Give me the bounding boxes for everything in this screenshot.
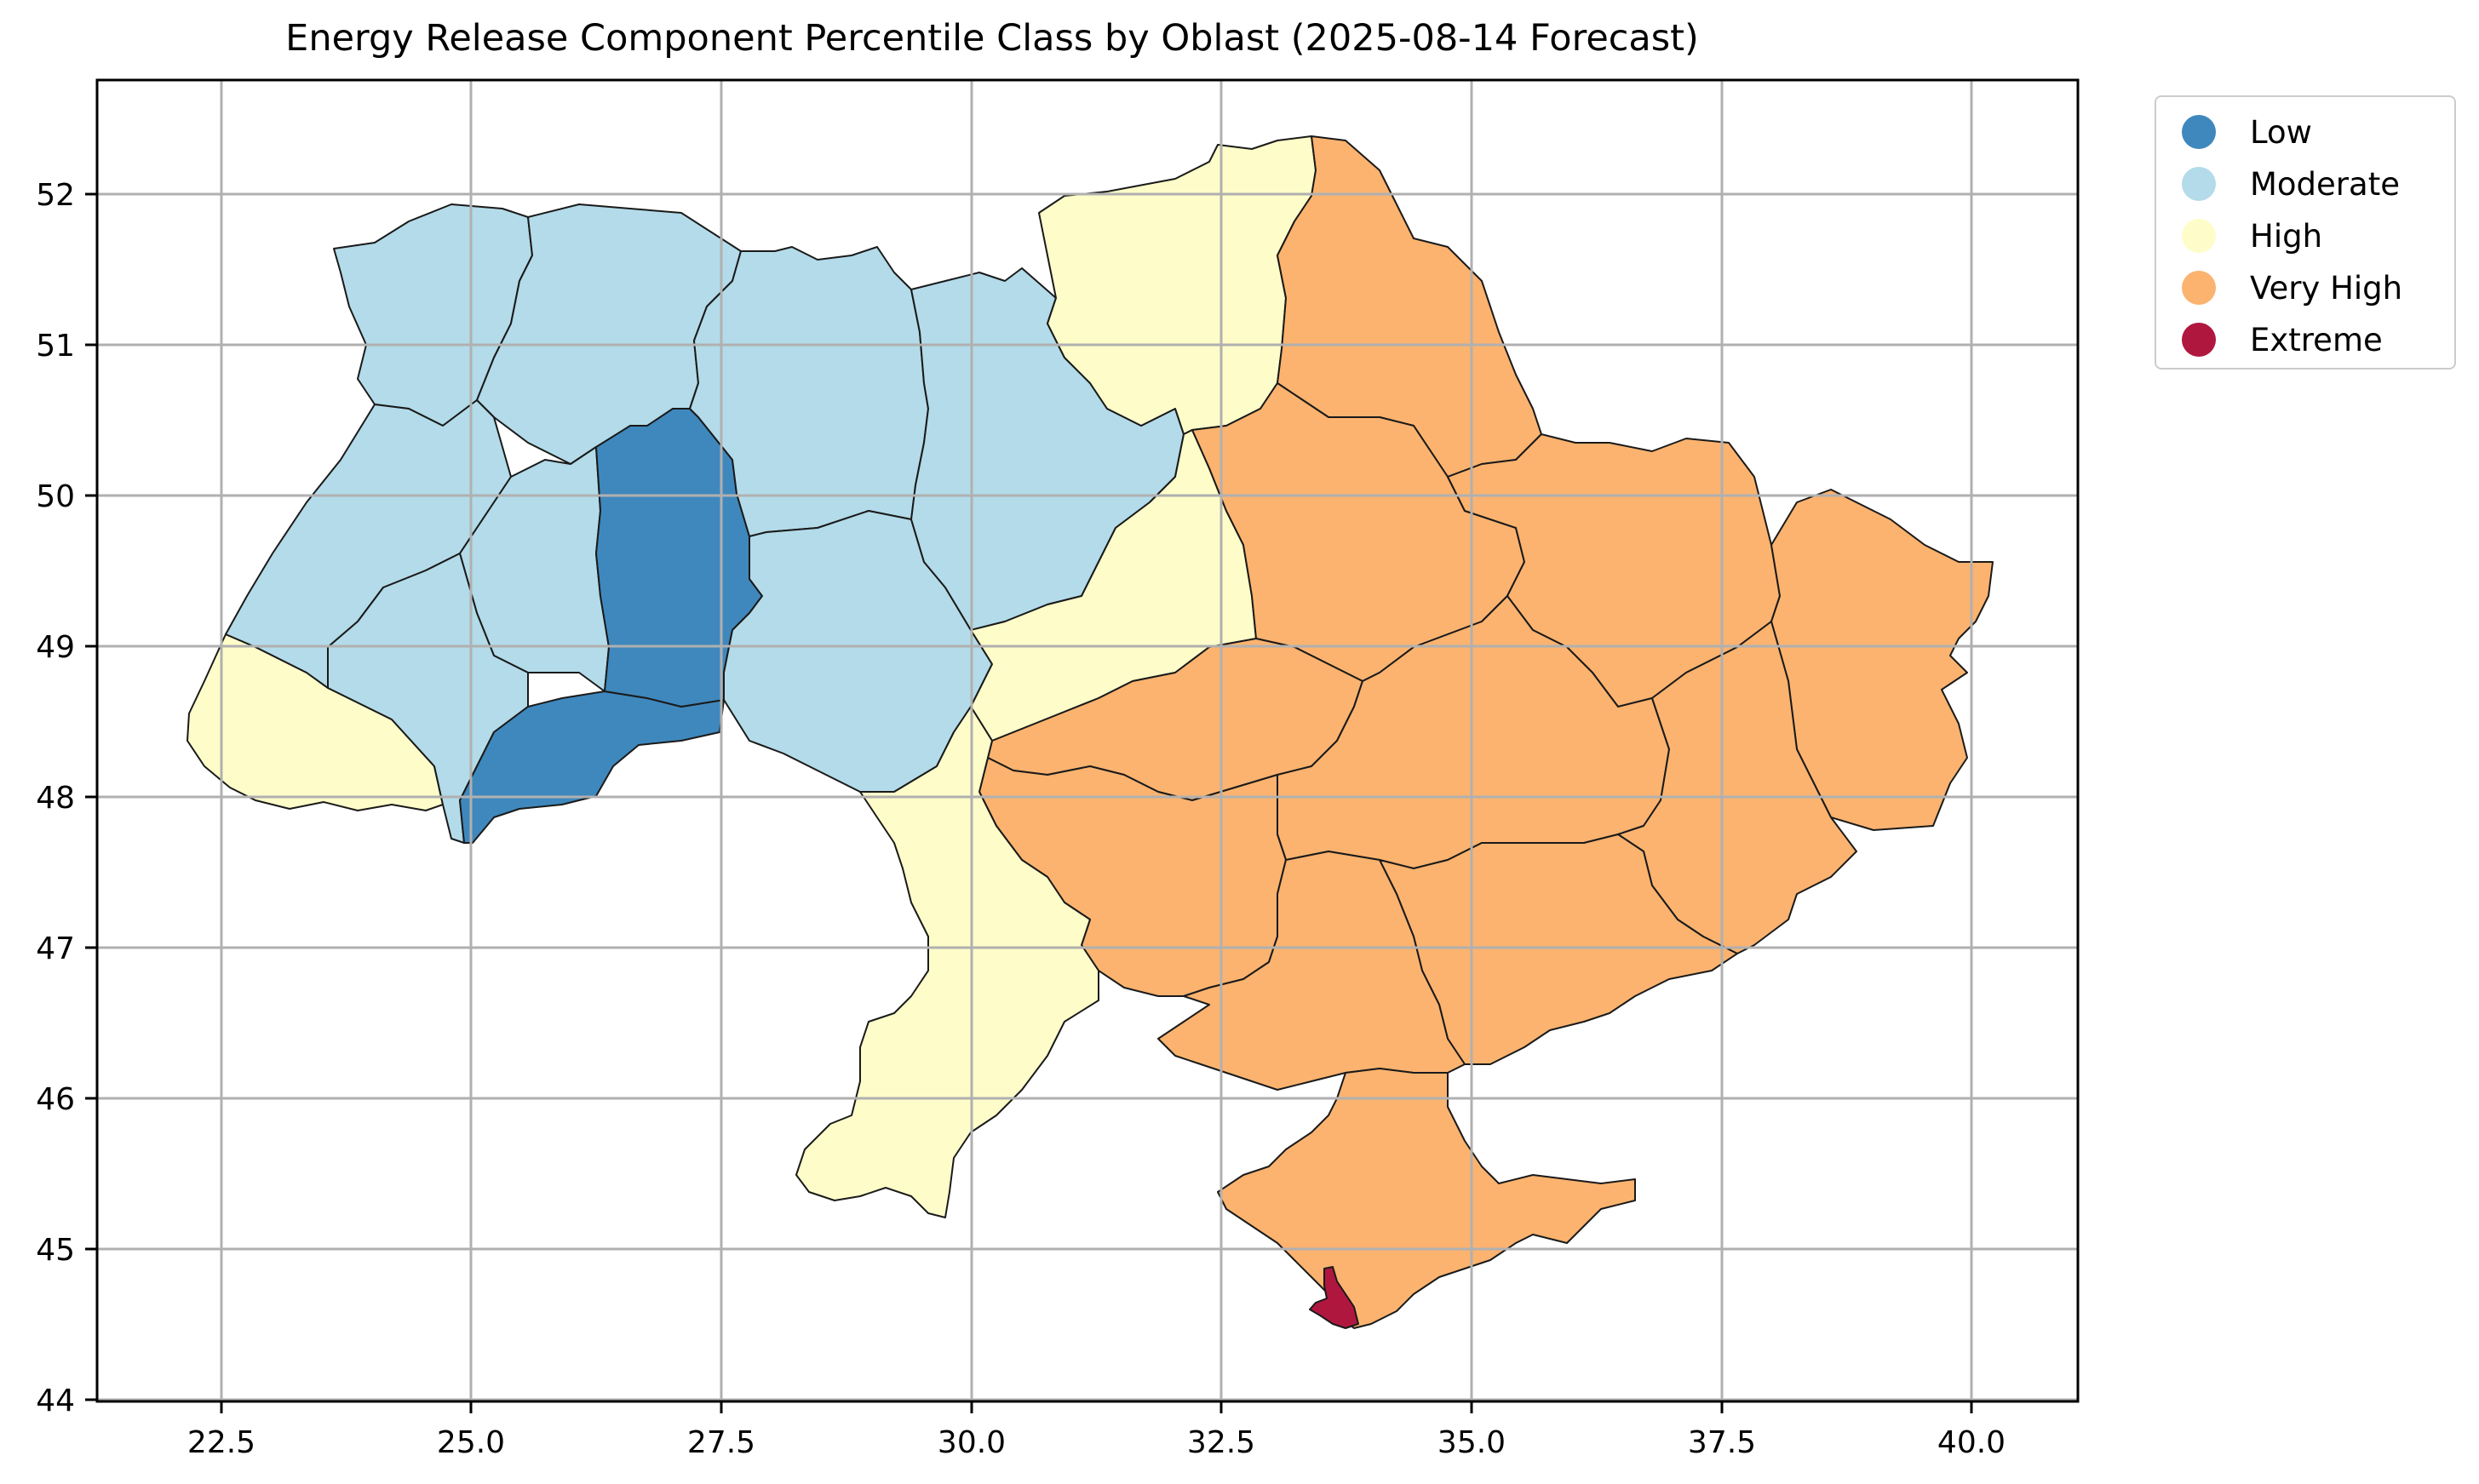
legend-label: Extreme [2250,321,2383,358]
legend-marker-moderate [2182,167,2216,201]
grid-lines [97,80,2078,1401]
region-donetsk[interactable] [1617,621,1857,954]
legend-label: Moderate [2250,165,2400,203]
legend-marker-low [2182,115,2216,149]
y-tick-label: 49 [36,630,75,665]
legend-marker-high [2182,219,2216,253]
legend-item-extreme: Extreme [2182,318,2383,361]
x-tick-label: 40.0 [1937,1425,2006,1460]
legend-label: Very High [2250,269,2403,307]
y-tick-label: 51 [36,329,75,364]
x-tick-label: 25.0 [437,1425,505,1460]
legend-item-high: High [2182,215,2322,257]
x-tick-label: 32.5 [1187,1425,1255,1460]
region-crimea[interactable] [1217,1068,1636,1329]
legend: Low Moderate High Very High Extreme [2155,95,2456,370]
legend-marker-very-high [2182,271,2216,305]
y-tick-label: 50 [36,479,75,514]
x-tick-labels: 22.5 25.0 27.5 30.0 32.5 35.0 37.5 40.0 [187,1425,2006,1460]
legend-item-very-high: Very High [2182,266,2402,309]
chart-title: Energy Release Component Percentile Clas… [285,17,1699,60]
axes-frame [95,78,2080,1403]
oblast-regions [186,135,1994,1329]
y-tick-labels: 44 45 46 47 48 49 50 51 52 [36,178,75,1418]
x-tick-marks [220,1401,1973,1413]
y-tick-label: 44 [36,1384,75,1418]
x-tick-label: 37.5 [1688,1425,1756,1460]
legend-label: Low [2250,113,2312,151]
legend-item-moderate: Moderate [2182,163,2400,205]
y-tick-label: 47 [36,931,75,966]
region-odesa[interactable] [795,706,1099,1218]
y-tick-label: 48 [36,781,75,816]
y-tick-label: 46 [36,1082,75,1117]
x-tick-label: 27.5 [687,1425,755,1460]
x-tick-label: 22.5 [187,1425,255,1460]
y-tick-marks [85,192,97,1401]
region-sevastopol[interactable] [1309,1266,1359,1329]
legend-item-low: Low [2182,111,2312,153]
legend-label: High [2250,217,2323,255]
x-tick-label: 35.0 [1437,1425,1506,1460]
y-tick-label: 52 [36,178,75,213]
y-tick-label: 45 [36,1233,75,1268]
legend-marker-extreme [2182,323,2216,357]
x-tick-label: 30.0 [938,1425,1006,1460]
